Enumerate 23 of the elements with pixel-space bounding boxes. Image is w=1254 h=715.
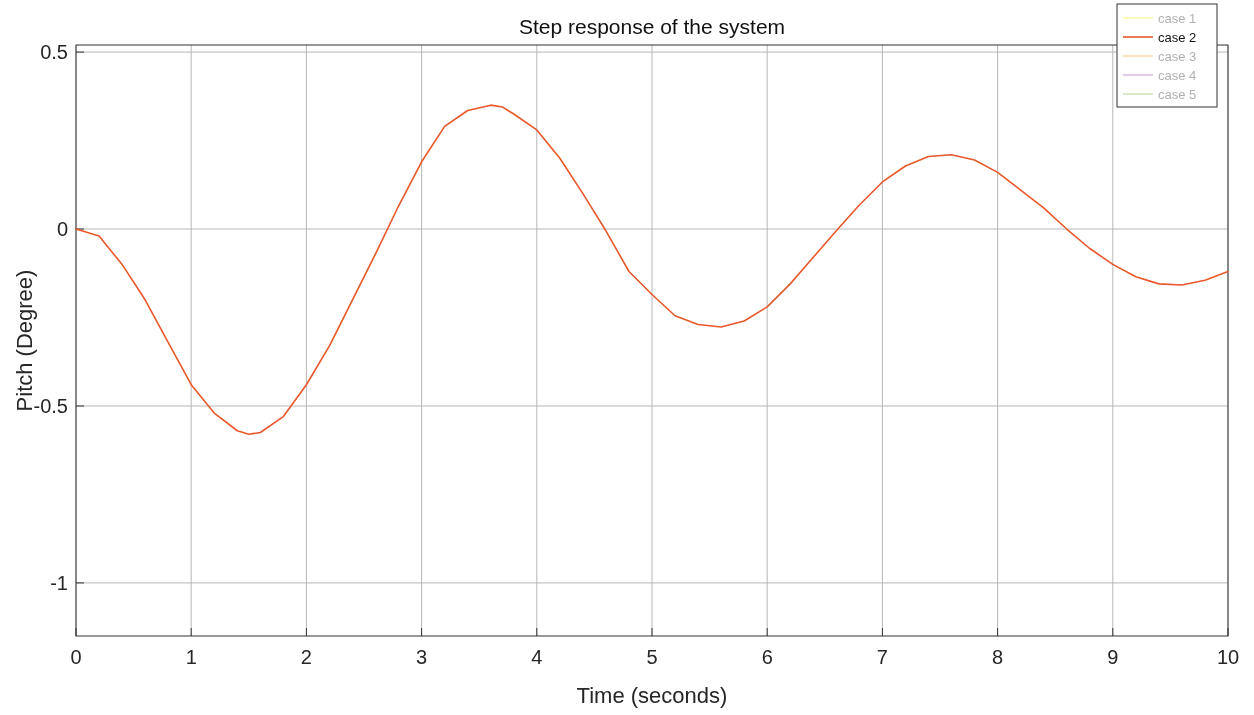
legend-label: case 3 (1158, 48, 1197, 64)
y-tick-label: -1 (50, 571, 68, 594)
x-tick-label: 8 (992, 646, 1004, 668)
y-tick-label: 0.5 (40, 41, 68, 64)
legend-label: case 4 (1158, 67, 1197, 83)
chart-title: Step response of the system (518, 15, 786, 38)
y-tick-label: 0 (56, 218, 68, 241)
x-tick-label: 5 (646, 646, 658, 668)
y-tick-label: -0.5 (33, 394, 68, 417)
legend-label: case 2 (1158, 29, 1197, 45)
x-tick-label: 10 (1216, 646, 1240, 668)
x-tick-label: 3 (416, 646, 428, 668)
x-tick-label: 9 (1107, 646, 1119, 668)
x-tick-label: 1 (185, 646, 197, 668)
x-axis-title: Time (seconds) (576, 683, 728, 708)
line-series (75, 104, 1229, 436)
legend-label: case 1 (1158, 10, 1197, 26)
legend-label: case 5 (1158, 86, 1197, 102)
x-tick-label: 4 (531, 646, 543, 668)
x-tick-label: 0 (70, 646, 82, 668)
x-tick-label: 2 (300, 646, 312, 668)
x-tick-label: 7 (876, 646, 888, 668)
x-tick-label: 6 (761, 646, 773, 668)
